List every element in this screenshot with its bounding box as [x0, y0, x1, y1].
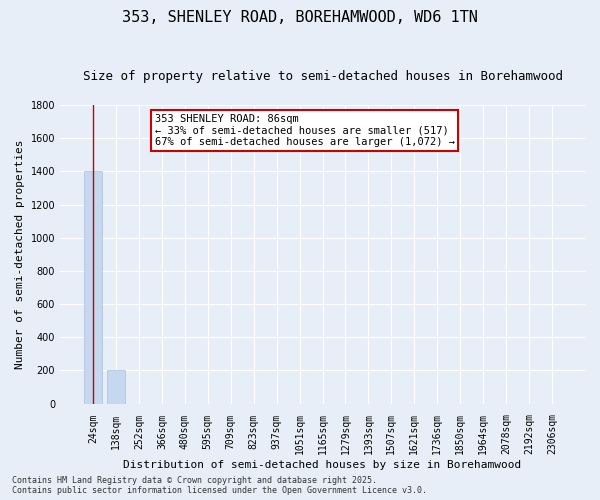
Title: Size of property relative to semi-detached houses in Borehamwood: Size of property relative to semi-detach…: [83, 70, 563, 83]
Bar: [84, 172, 102, 404]
Text: Contains HM Land Registry data © Crown copyright and database right 2025.
Contai: Contains HM Land Registry data © Crown c…: [12, 476, 427, 495]
Text: 353 SHENLEY ROAD: 86sqm
← 33% of semi-detached houses are smaller (517)
67% of s: 353 SHENLEY ROAD: 86sqm ← 33% of semi-de…: [155, 114, 455, 147]
Bar: [107, 370, 125, 404]
Y-axis label: Number of semi-detached properties: Number of semi-detached properties: [15, 140, 25, 369]
X-axis label: Distribution of semi-detached houses by size in Borehamwood: Distribution of semi-detached houses by …: [124, 460, 521, 470]
Text: 353, SHENLEY ROAD, BOREHAMWOOD, WD6 1TN: 353, SHENLEY ROAD, BOREHAMWOOD, WD6 1TN: [122, 10, 478, 25]
